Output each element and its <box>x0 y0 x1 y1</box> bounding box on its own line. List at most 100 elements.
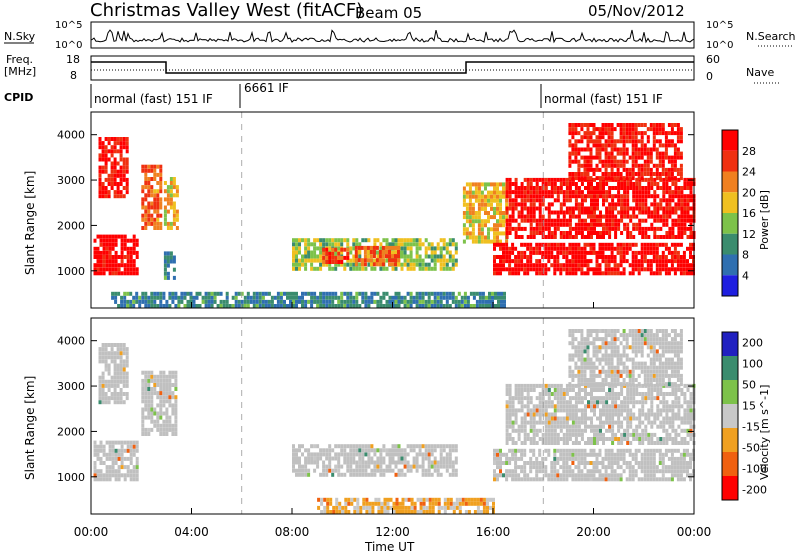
heatmap-cell <box>625 250 629 255</box>
heatmap-cell <box>394 304 398 308</box>
heatmap-cell <box>168 391 172 396</box>
heatmap-cell <box>665 186 669 190</box>
heatmap-cell <box>679 172 683 176</box>
heatmap-cell <box>166 226 170 230</box>
heatmap-cell <box>529 448 533 453</box>
heatmap-cell <box>631 242 635 247</box>
heatmap-cell <box>553 190 557 195</box>
heatmap-cell <box>337 251 341 256</box>
heatmap-cell <box>341 505 345 510</box>
heatmap-cell <box>114 291 118 296</box>
heatmap-cell <box>553 263 557 268</box>
heatmap-cell <box>99 267 103 272</box>
heatmap-cell <box>406 246 410 251</box>
heatmap-cell <box>631 477 635 482</box>
heatmap-cell <box>689 456 692 461</box>
heatmap-cell <box>526 235 530 239</box>
heatmap-cell <box>322 299 326 304</box>
heatmap-cell <box>679 469 683 474</box>
heatmap-cell <box>611 218 615 223</box>
heatmap-cell <box>520 186 524 190</box>
heatmap-cell <box>610 155 614 160</box>
heatmap-cell <box>638 222 642 227</box>
heatmap-cell <box>394 291 398 296</box>
heatmap-cell <box>372 254 376 259</box>
heatmap-cell <box>337 299 341 304</box>
heatmap-cell <box>626 428 630 433</box>
heatmap-cell <box>349 452 353 457</box>
heatmap-cell <box>347 501 351 506</box>
heatmap-cell <box>610 143 614 148</box>
heatmap-cell <box>111 473 115 478</box>
heatmap-cell <box>492 497 495 502</box>
heatmap-cell <box>599 190 602 195</box>
heatmap-cell <box>659 214 663 219</box>
heatmap-cell <box>559 206 563 211</box>
heatmap-cell <box>313 299 317 304</box>
heatmap-cell <box>120 304 124 308</box>
heatmap-cell <box>622 267 626 272</box>
heatmap-cell <box>505 408 509 413</box>
heatmap-cell <box>631 271 635 276</box>
heatmap-cell <box>169 205 173 210</box>
heatmap-cell <box>376 448 380 453</box>
heatmap-cell <box>514 461 518 465</box>
heatmap-cell <box>661 127 665 132</box>
heatmap-cell <box>372 250 376 254</box>
heatmap-cell <box>352 254 356 259</box>
heatmap-cell <box>343 262 347 267</box>
heatmap-cell <box>635 388 639 392</box>
heatmap-cell <box>610 242 614 247</box>
heatmap-cell <box>541 456 545 461</box>
heatmap-cell <box>490 215 493 220</box>
heatmap-cell <box>547 202 551 207</box>
heatmap-cell <box>607 172 611 176</box>
heatmap-cell <box>658 263 662 268</box>
heatmap-cell <box>650 392 654 396</box>
heatmap-cell <box>500 295 503 300</box>
heatmap-cell <box>605 206 609 211</box>
heatmap-cell <box>650 194 654 199</box>
heatmap-cell <box>640 246 644 251</box>
heatmap-cell <box>625 167 629 172</box>
heatmap-cell <box>98 194 102 199</box>
heatmap-cell <box>634 242 638 247</box>
heatmap-cell <box>604 477 608 482</box>
heatmap-cell <box>638 194 642 199</box>
heatmap-cell <box>643 465 647 470</box>
heatmap-cell <box>682 259 686 264</box>
heatmap-cell <box>511 428 515 433</box>
freq-unit: [MHz] <box>4 65 36 78</box>
heatmap-cell <box>484 194 487 199</box>
heatmap-cell <box>619 163 623 168</box>
heatmap-cell <box>574 424 578 429</box>
heatmap-cell <box>304 304 308 308</box>
nsky-label: N.Sky <box>4 30 36 43</box>
heatmap-cell <box>670 259 674 264</box>
heatmap-cell <box>655 139 659 144</box>
heatmap-cell <box>174 411 178 416</box>
heatmap-cell <box>652 163 656 168</box>
heatmap-cell <box>125 383 129 388</box>
heatmap-cell <box>125 161 129 166</box>
heatmap-cell <box>370 460 374 465</box>
heatmap-cell <box>379 246 383 251</box>
heatmap-cell <box>397 262 400 267</box>
heatmap-cell <box>631 131 635 136</box>
heatmap-cell <box>568 172 572 176</box>
heatmap-cell <box>649 151 653 156</box>
heatmap-cell <box>646 452 650 457</box>
heatmap-cell <box>614 396 618 401</box>
heatmap-cell <box>442 304 446 308</box>
heatmap-cell <box>607 473 611 478</box>
heatmap-cell <box>110 153 114 158</box>
heatmap-cell <box>662 218 666 223</box>
heatmap-cell <box>166 271 170 276</box>
heatmap-cell <box>559 250 563 255</box>
heatmap-cell <box>335 501 339 506</box>
heatmap-cell <box>550 473 554 478</box>
freq-trace <box>91 61 694 74</box>
heatmap-cell <box>628 167 632 172</box>
heatmap-cell <box>119 169 123 174</box>
heatmap-cell <box>316 452 320 457</box>
